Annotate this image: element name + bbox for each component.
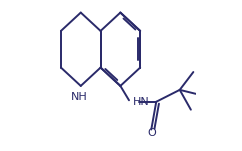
Text: NH: NH <box>71 92 88 102</box>
Text: O: O <box>147 128 156 138</box>
Text: HN: HN <box>133 97 150 107</box>
